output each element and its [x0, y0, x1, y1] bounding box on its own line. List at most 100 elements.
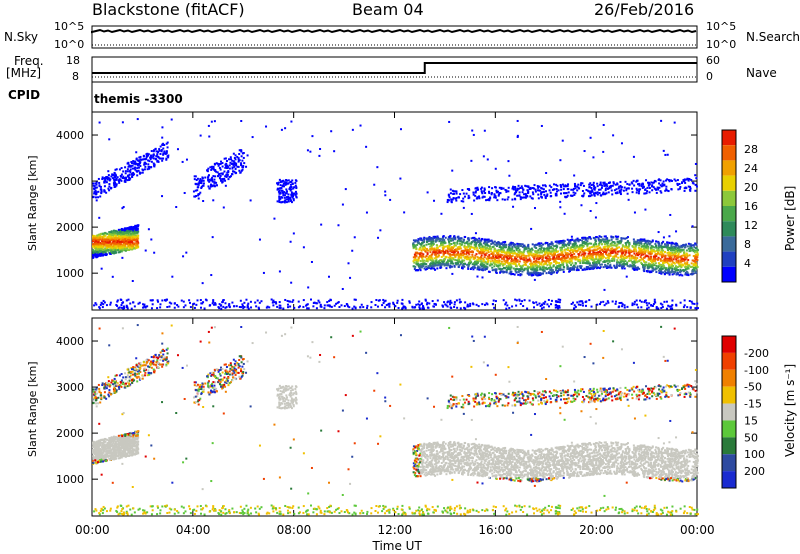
power-pixel — [599, 266, 602, 269]
power-pixel — [672, 242, 675, 245]
power-pixel — [594, 258, 597, 261]
power-pixel — [606, 254, 609, 257]
power-pixel — [531, 262, 534, 265]
power-pixel — [655, 264, 658, 267]
power-pixel — [692, 264, 695, 267]
power-pixel — [506, 259, 509, 262]
power-pixel — [206, 176, 209, 179]
power-pixel — [467, 194, 470, 197]
power-pixel — [478, 243, 481, 246]
power-pixel — [426, 260, 429, 263]
power-pixel — [687, 258, 690, 261]
power-pixel — [117, 237, 120, 240]
power-pixel — [618, 246, 621, 249]
power-pixel — [560, 241, 563, 244]
power-pixel — [470, 241, 473, 244]
power-pixel — [451, 253, 454, 256]
power-pixel — [124, 228, 127, 231]
power-pixel — [93, 245, 96, 248]
power-pixel — [453, 243, 456, 246]
power-pixel — [651, 250, 654, 253]
power-pixel — [569, 252, 572, 255]
power-pixel — [517, 247, 520, 250]
power-pixel — [98, 242, 101, 245]
freq-axis-top: 18 — [66, 54, 80, 67]
power-pixel — [144, 158, 147, 161]
power-pixel — [636, 241, 639, 244]
power-pixel — [124, 177, 127, 180]
nsearch-label: N.Search — [746, 30, 800, 44]
power-pixel — [159, 145, 162, 148]
power-pixel — [479, 246, 482, 249]
power-pixel — [112, 248, 115, 251]
power-pixel — [594, 264, 597, 267]
power-pixel — [217, 164, 220, 167]
power-pixel — [240, 163, 243, 166]
power-pixel — [647, 249, 650, 252]
power-pixel — [104, 231, 107, 234]
power-pixel — [501, 198, 504, 201]
power-pixel — [211, 185, 214, 188]
power-pixel — [448, 240, 451, 243]
power-pixel — [139, 155, 142, 158]
power-pixel — [464, 262, 467, 265]
power-pixel — [224, 175, 227, 178]
power-pixel — [470, 266, 473, 269]
power-pixel — [448, 196, 451, 199]
power-pixel — [617, 256, 620, 259]
power-pixel — [613, 264, 616, 267]
power-pixel — [651, 269, 654, 272]
power-pixel — [457, 237, 460, 240]
power-pixel — [112, 239, 115, 242]
power-pixel — [491, 256, 494, 259]
power-pixel — [544, 251, 547, 254]
power-pixel — [421, 239, 424, 242]
power-pixel — [453, 264, 456, 267]
power-pixel — [132, 235, 135, 238]
power-pixel — [594, 241, 597, 244]
power-pixel — [102, 177, 105, 180]
power-pixel — [470, 251, 473, 254]
power-pixel — [667, 263, 670, 266]
power-pixel — [137, 162, 140, 165]
power-pixel — [472, 268, 475, 271]
power-pixel — [443, 258, 446, 261]
power-pixel — [579, 266, 582, 269]
power-pixel — [690, 262, 693, 265]
power-pixel — [643, 238, 646, 241]
power-pixel — [621, 245, 624, 248]
power-pixel — [454, 236, 457, 239]
power-pixel — [669, 266, 672, 269]
power-pixel — [126, 236, 129, 239]
power-pixel — [278, 201, 281, 204]
power-pixel — [640, 261, 643, 264]
power-pixel — [139, 165, 142, 168]
power-pixel — [423, 244, 426, 247]
power-pixel — [219, 174, 222, 177]
power-pixel — [107, 177, 110, 180]
power-pixel — [664, 254, 667, 257]
power-pixel — [599, 263, 602, 266]
power-pixel — [104, 176, 107, 179]
power-pixel — [588, 242, 591, 245]
power-pixel — [104, 234, 107, 237]
power-pixel — [419, 263, 422, 266]
power-pixel — [163, 150, 166, 153]
power-pixel — [216, 162, 219, 165]
power-pixel — [541, 249, 544, 252]
date-title: 26/Feb/2016 — [594, 0, 695, 19]
power-pixel — [414, 252, 417, 255]
power-pixel — [123, 239, 126, 242]
power-pixel — [515, 265, 518, 268]
power-pixel — [93, 238, 96, 241]
power-pixel — [684, 271, 687, 274]
power-pixel — [502, 249, 505, 252]
power-pixel — [687, 242, 690, 245]
power-pixel — [120, 179, 123, 182]
power-pixel — [446, 250, 449, 253]
power-pixel — [669, 249, 672, 252]
power-pixel — [545, 241, 548, 244]
power-pixel — [94, 189, 97, 192]
power-pixel — [680, 249, 683, 252]
